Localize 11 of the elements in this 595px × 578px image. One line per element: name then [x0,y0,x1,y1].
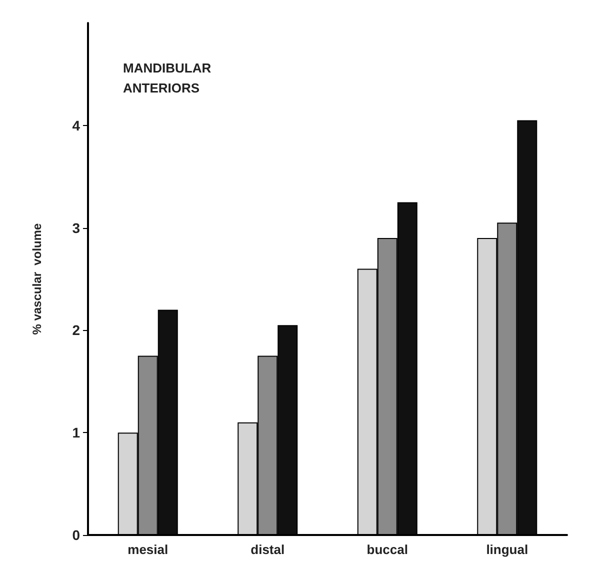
x-tick-label: buccal [366,542,408,557]
y-tick-label: 2 [72,322,80,338]
text: MANDIBULAR ANTERIORS [123,60,212,96]
x-tick-label: lingual [486,542,528,557]
y-tick-label: 1 [72,424,80,441]
y-axis-title: % vascular volume [30,222,44,335]
x-tick-label: mesial [128,542,168,557]
y-tick-label: 4 [72,117,80,134]
x-tick-label: distal [250,542,285,557]
y-tick-label: 3 [72,220,80,236]
y-tick-label: 0 [72,527,80,543]
